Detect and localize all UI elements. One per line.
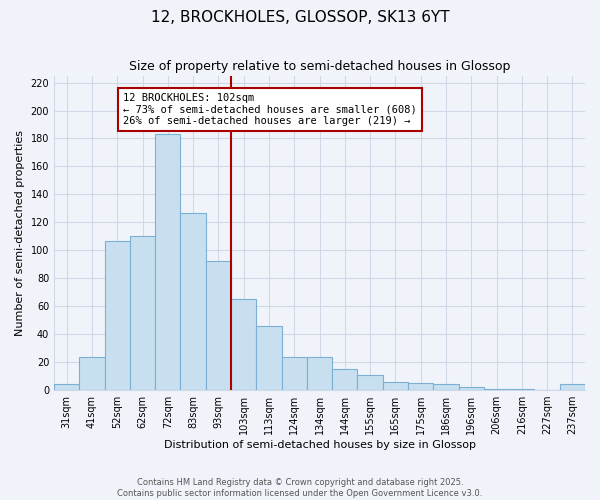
Bar xyxy=(408,383,433,390)
Bar xyxy=(54,384,79,390)
Bar xyxy=(509,388,535,390)
Bar xyxy=(307,356,332,390)
Bar xyxy=(358,374,383,390)
Bar xyxy=(281,356,307,390)
Title: Size of property relative to semi-detached houses in Glossop: Size of property relative to semi-detach… xyxy=(129,60,510,73)
Bar xyxy=(458,388,484,390)
Bar xyxy=(130,236,155,390)
Bar xyxy=(560,384,585,390)
Bar xyxy=(256,326,281,390)
Bar xyxy=(79,356,104,390)
Bar xyxy=(433,384,458,390)
Y-axis label: Number of semi-detached properties: Number of semi-detached properties xyxy=(15,130,25,336)
Bar xyxy=(104,240,130,390)
X-axis label: Distribution of semi-detached houses by size in Glossop: Distribution of semi-detached houses by … xyxy=(164,440,476,450)
Bar xyxy=(155,134,181,390)
Text: 12, BROCKHOLES, GLOSSOP, SK13 6YT: 12, BROCKHOLES, GLOSSOP, SK13 6YT xyxy=(151,10,449,25)
Text: Contains HM Land Registry data © Crown copyright and database right 2025.
Contai: Contains HM Land Registry data © Crown c… xyxy=(118,478,482,498)
Bar xyxy=(484,388,509,390)
Bar xyxy=(231,299,256,390)
Bar xyxy=(332,369,358,390)
Text: 12 BROCKHOLES: 102sqm
← 73% of semi-detached houses are smaller (608)
26% of sem: 12 BROCKHOLES: 102sqm ← 73% of semi-deta… xyxy=(123,93,417,126)
Bar xyxy=(383,382,408,390)
Bar xyxy=(206,262,231,390)
Bar xyxy=(181,212,206,390)
